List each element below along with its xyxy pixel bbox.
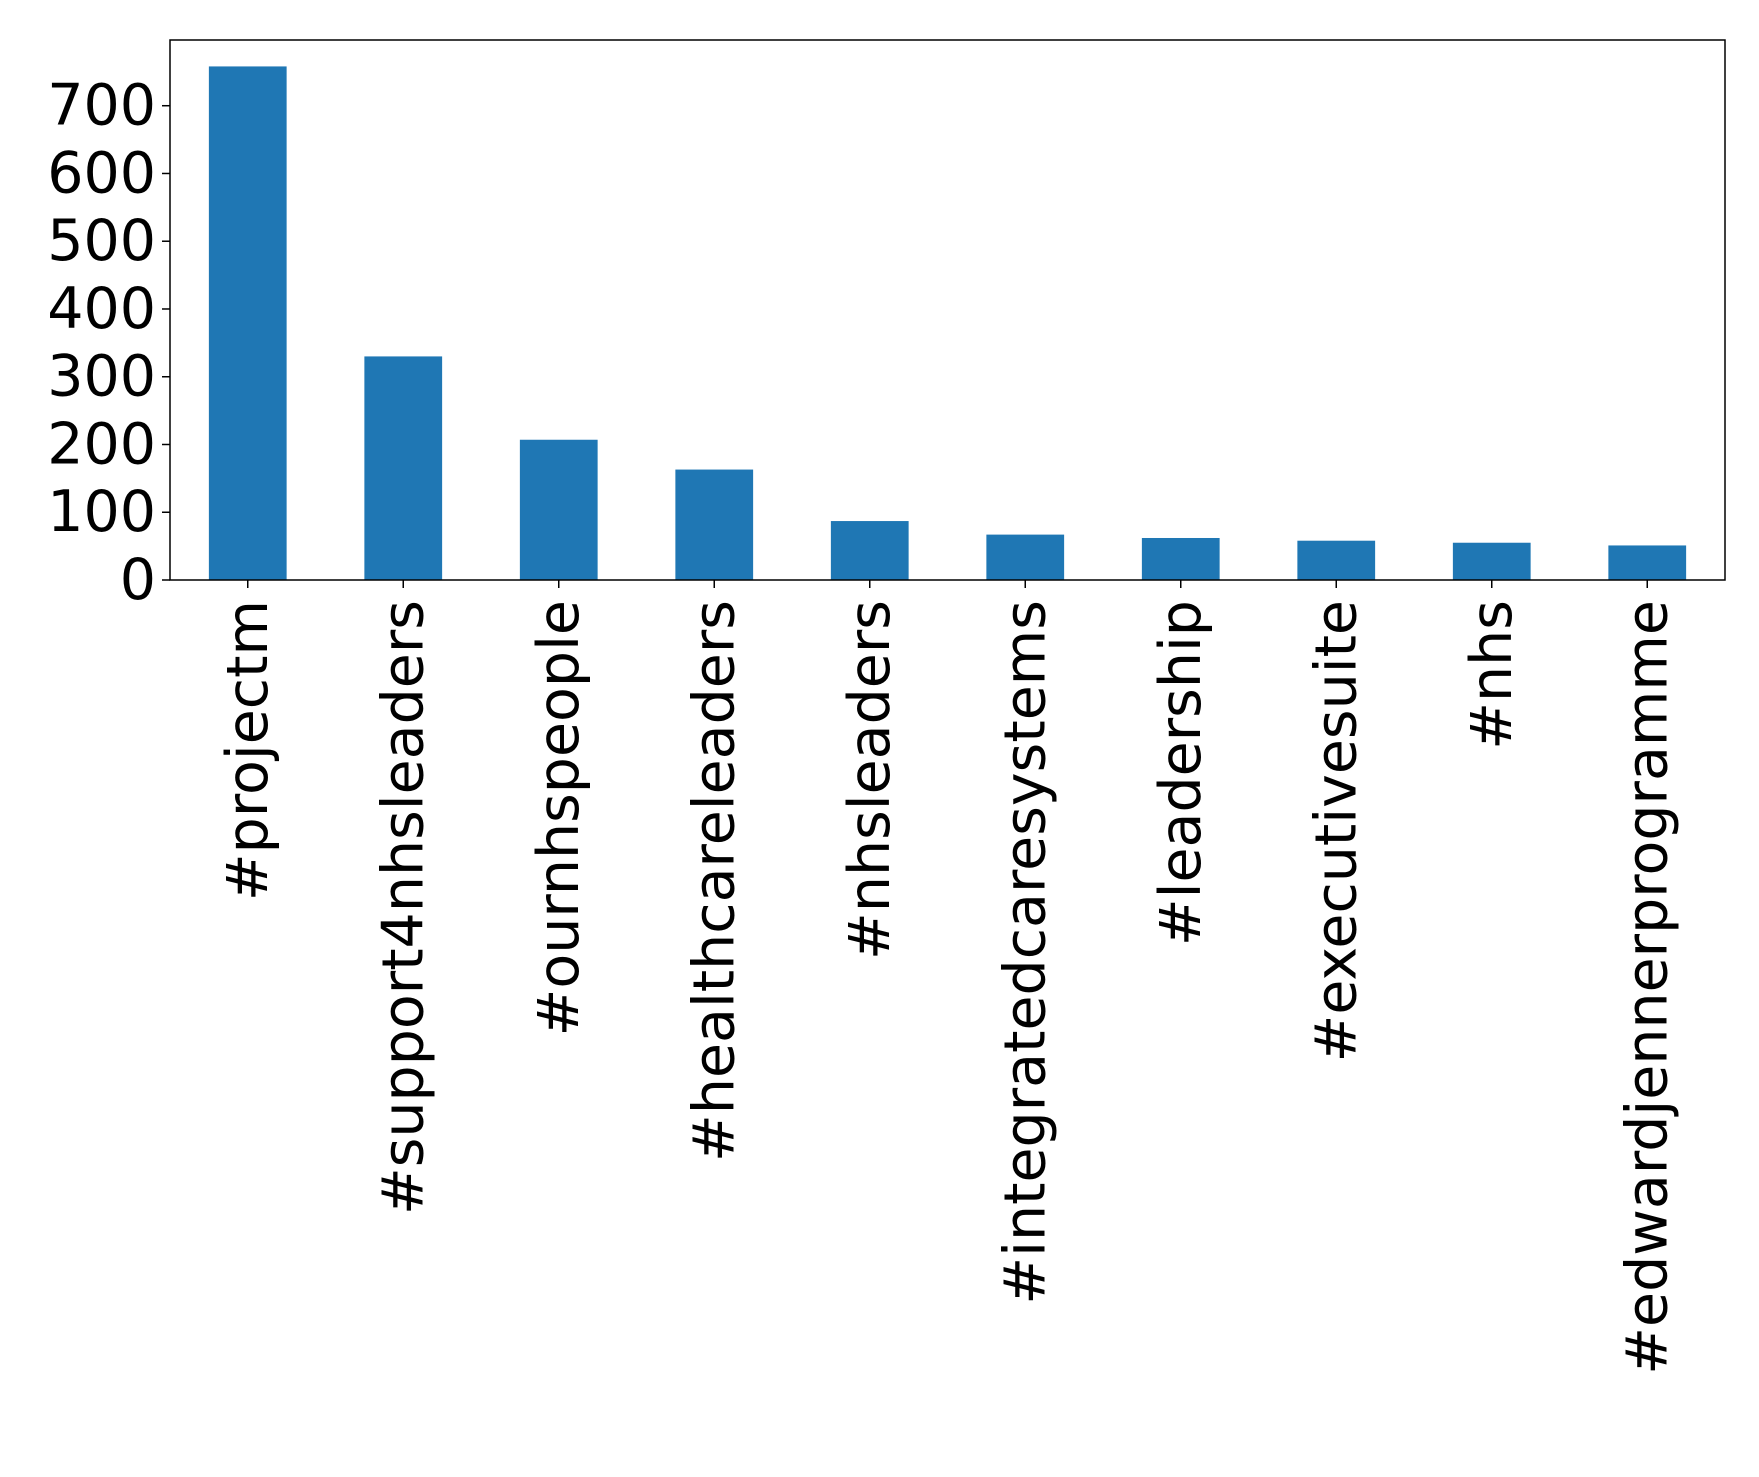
x-tick-label: #leadership	[1148, 600, 1214, 946]
y-tick-label: 300	[47, 344, 156, 410]
x-tick-label: #healthcareleaders	[681, 600, 747, 1162]
x-tick-label: #nhsleaders	[837, 600, 903, 960]
plot-frame	[169, 39, 1726, 581]
x-axis: #projectm #support4nhsleaders #ournhspeopl…	[215, 580, 1680, 1375]
y-tick-label: 200	[47, 411, 156, 477]
bar-executivesuite	[1297, 540, 1376, 580]
bar-support4nhsleaders	[364, 356, 443, 580]
bar-integratedcaresystems	[986, 534, 1065, 580]
x-tick-label: #ournhspeople	[526, 600, 592, 1036]
x-tick-label: #integratedcaresystems	[992, 600, 1058, 1305]
y-tick-label: 500	[47, 208, 156, 274]
x-tick-label: #edwardjennerprogramme	[1614, 600, 1680, 1375]
y-tick-label: 0	[120, 547, 156, 613]
x-tick-label: #executivesuite	[1303, 600, 1369, 1062]
bars-group	[208, 66, 1687, 581]
x-tick-label: #nhs	[1459, 600, 1525, 750]
x-tick-label: #projectm	[215, 600, 281, 901]
y-tick-label: 700	[47, 73, 156, 139]
bar-nhs	[1452, 542, 1531, 580]
bar-leadership	[1141, 537, 1220, 580]
bar-ournhspeople	[519, 439, 598, 580]
bar-edwardjennerprogramme	[1608, 545, 1687, 580]
x-tick-label: #support4nhsleaders	[370, 600, 436, 1215]
bar-projectm	[208, 66, 287, 581]
y-tick-label: 600	[47, 140, 156, 206]
bar-healthcareleaders	[675, 469, 754, 580]
bar-nhsleaders	[830, 521, 909, 580]
y-tick-label: 400	[47, 276, 156, 342]
y-tick-label: 100	[47, 479, 156, 545]
